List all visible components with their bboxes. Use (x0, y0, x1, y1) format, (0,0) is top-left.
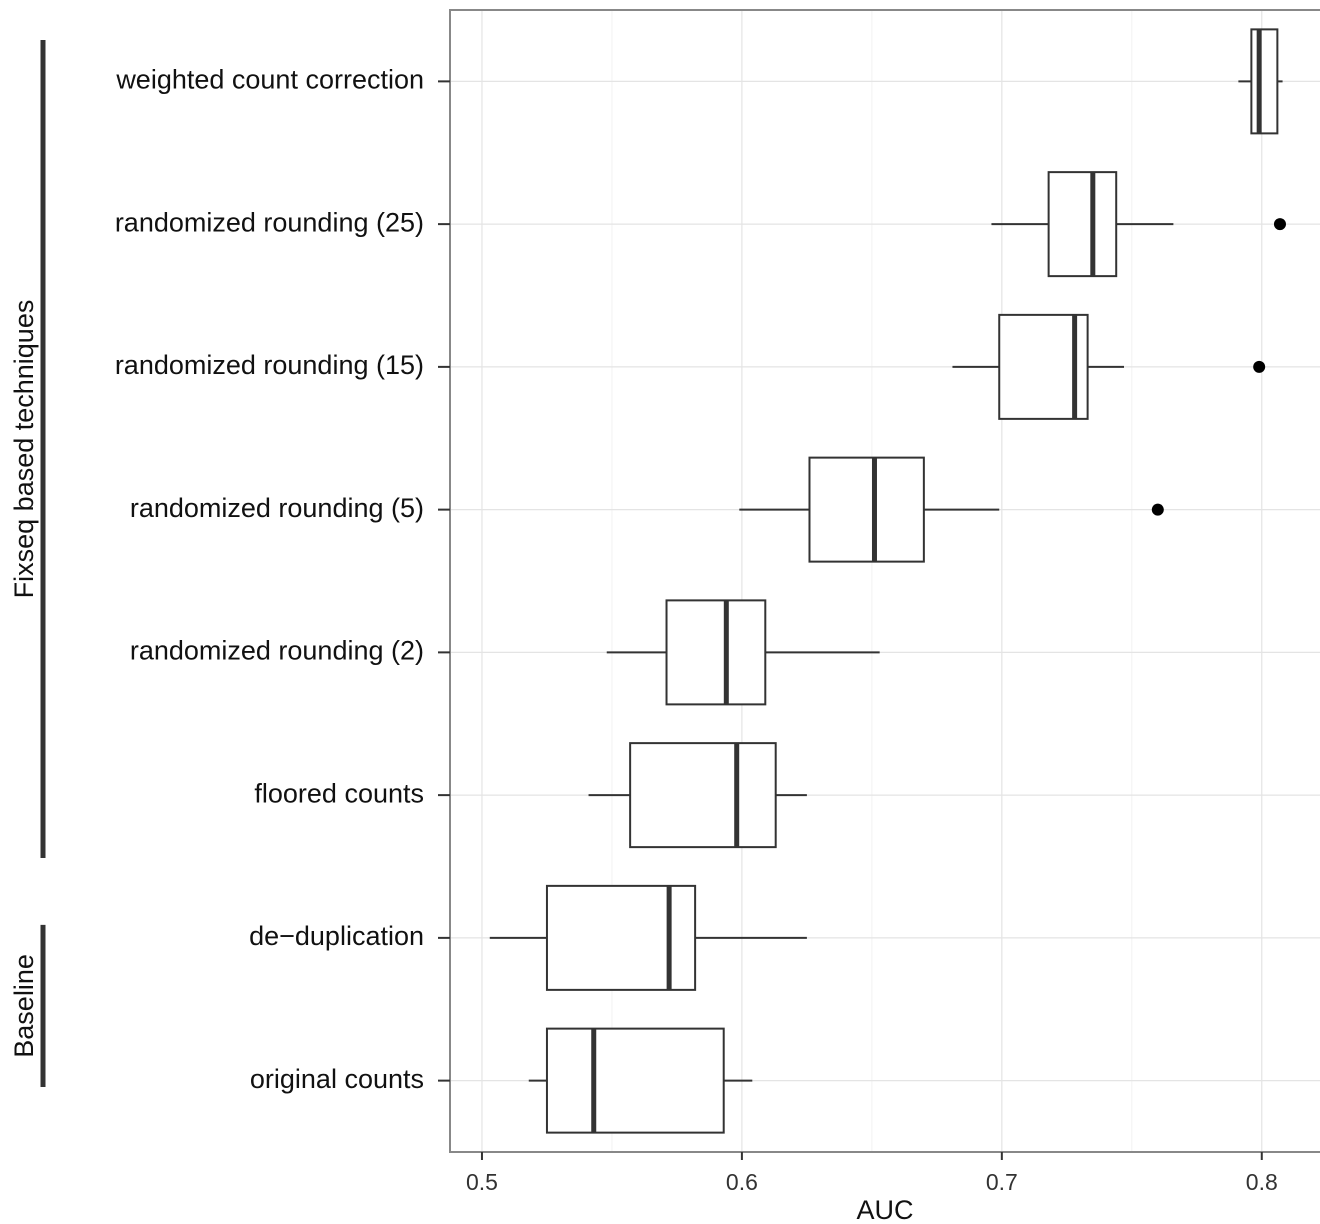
y-tick-label: de−duplication (249, 921, 424, 951)
outlier (1253, 360, 1266, 373)
x-axis-label: AUC (856, 1195, 913, 1224)
y-tick-label: original counts (250, 1064, 424, 1094)
group-label: Baseline (9, 954, 39, 1058)
x-tick-label: 0.6 (726, 1169, 758, 1195)
outlier (1151, 503, 1164, 516)
box (545, 884, 697, 991)
y-tick-label: randomized rounding (25) (115, 207, 424, 237)
y-tick-label: randomized rounding (15) (115, 350, 424, 380)
box (1047, 171, 1118, 278)
outlier (1273, 218, 1286, 231)
x-tick-label: 0.8 (1246, 1169, 1278, 1195)
x-tick-label: 0.7 (986, 1169, 1018, 1195)
group-label: Fixseq based techniques (9, 300, 39, 599)
plot-frame (449, 9, 1320, 1153)
x-tick-label: 0.5 (466, 1169, 498, 1195)
y-tick-label: floored counts (254, 778, 424, 808)
y-tick-label: randomized rounding (5) (130, 493, 424, 523)
box (629, 742, 777, 849)
box (545, 1027, 725, 1134)
box (808, 456, 925, 563)
y-tick-label: weighted count correction (115, 65, 424, 95)
box (1250, 28, 1279, 135)
y-tick-label: randomized rounding (2) (130, 636, 424, 666)
box (665, 599, 767, 706)
